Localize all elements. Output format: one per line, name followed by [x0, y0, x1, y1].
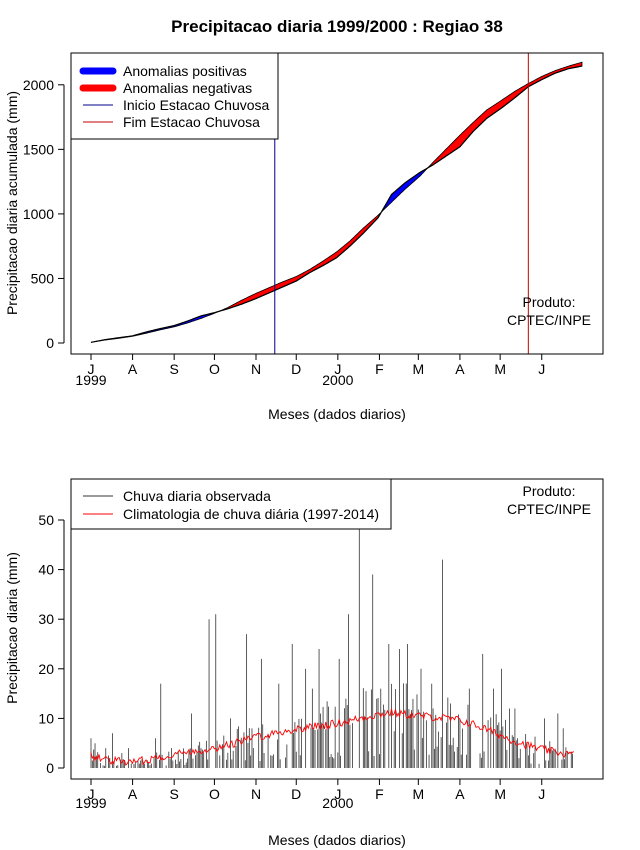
- x-tick-label: J: [538, 361, 545, 377]
- x-tick-label: O: [209, 361, 220, 377]
- y-tick-label: 20: [38, 661, 54, 677]
- bottom-y-axis-label-text: Precipitacao diaria (mm): [4, 552, 20, 704]
- x-tick-label: A: [128, 786, 138, 802]
- legend-label-negative: Anomalias negativas: [123, 80, 252, 96]
- x-tick-label: M: [494, 361, 506, 377]
- x-tick-label: A: [455, 786, 465, 802]
- x-tick-label: N: [251, 361, 261, 377]
- x-year-label: 2000: [322, 372, 353, 388]
- top-legend-box: [70, 52, 279, 140]
- y-tick-label: 50: [38, 512, 54, 528]
- bottom-legend: Chuva diaria observada Climatologia de c…: [70, 478, 392, 530]
- x-tick-label: J: [334, 361, 341, 377]
- bottom-legend-box: [70, 478, 392, 530]
- top-plot-frame: [70, 52, 604, 355]
- x-tick-label: J: [334, 786, 341, 802]
- x-tick-label: J: [538, 786, 545, 802]
- x-tick-label: M: [494, 786, 506, 802]
- x-tick-label: F: [375, 361, 384, 377]
- legend-label-season-start: Inicio Estacao Chuvosa: [123, 97, 270, 113]
- x-tick-label: F: [375, 786, 384, 802]
- x-tick-label: M: [412, 361, 424, 377]
- y-tick-label: 0: [46, 335, 54, 351]
- y-tick-label: 1000: [23, 206, 54, 222]
- bottom-daily-plot: [90, 500, 575, 768]
- x-tick-label: D: [291, 786, 301, 802]
- observed-cumulative-line: [90, 65, 583, 343]
- legend-label-observed: Chuva diaria observada: [123, 488, 271, 504]
- y-tick-label: 30: [38, 611, 54, 627]
- top-y-axis-label-text: Precipitacao diaria acumulada (mm): [4, 91, 20, 315]
- legend-label-season-end: Fim Estacao Chuvosa: [123, 114, 260, 130]
- x-tick-label: N: [251, 786, 261, 802]
- x-tick-label: A: [455, 361, 465, 377]
- top-credit-line2: CPTEC/INPE: [507, 312, 591, 328]
- x-year-label: 1999: [75, 372, 106, 388]
- top-legend: Anomalias positivas Anomalias negativas …: [70, 52, 279, 140]
- x-tick-label: S: [170, 786, 179, 802]
- x-tick-label: M: [412, 786, 424, 802]
- chart-title: Precipitacao diaria 1999/2000 : Regiao 3…: [171, 17, 503, 36]
- legend-label-climatology: Climatologia de chuva diária (1997-2014): [123, 506, 379, 522]
- bottom-credit-line1: Produto:: [523, 483, 576, 499]
- x-tick-label: D: [291, 361, 301, 377]
- y-tick-label: 1500: [23, 141, 54, 157]
- top-credit-line1: Produto:: [523, 294, 576, 310]
- y-tick-label: 10: [38, 710, 54, 726]
- x-tick-label: J: [88, 361, 95, 377]
- y-tick-label: 2000: [23, 77, 54, 93]
- legend-label-positive: Anomalias positivas: [123, 63, 247, 79]
- bottom-credit-line2: CPTEC/INPE: [507, 501, 591, 517]
- y-tick-label: 40: [38, 562, 54, 578]
- x-year-label: 2000: [322, 795, 353, 811]
- y-tick-label: 0: [46, 760, 54, 776]
- x-year-label: 1999: [75, 795, 106, 811]
- bottom-x-axis-label: Meses (dados diarios): [268, 832, 406, 848]
- y-tick-label: 500: [31, 270, 55, 286]
- climatology-daily-line: [90, 708, 575, 766]
- x-tick-label: O: [209, 786, 220, 802]
- bottom-y-axis-label: Precipitacao diaria (mm): [4, 552, 20, 704]
- x-tick-label: S: [170, 361, 179, 377]
- top-y-axis-label: Precipitacao diaria acumulada (mm): [4, 91, 20, 315]
- x-tick-label: J: [88, 786, 95, 802]
- x-tick-label: A: [128, 361, 138, 377]
- top-x-axis-label: Meses (dados diarios): [268, 406, 406, 422]
